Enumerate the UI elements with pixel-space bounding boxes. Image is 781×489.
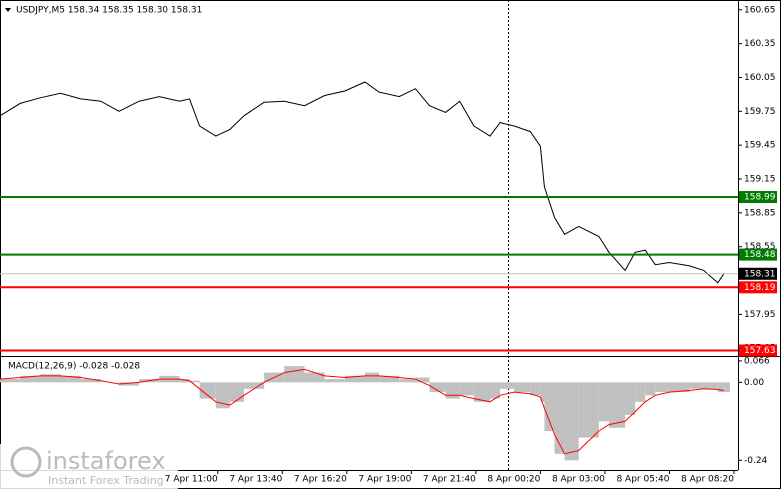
histogram-bar bbox=[379, 375, 400, 383]
histogram-bar bbox=[489, 382, 501, 399]
y-tick-label: 160.05 bbox=[744, 73, 776, 83]
histogram-bar bbox=[415, 377, 430, 383]
histogram-bar bbox=[118, 382, 140, 386]
y-tick-label: 158.85 bbox=[744, 208, 776, 218]
x-tick-label: 7 Apr 19:00 bbox=[358, 475, 411, 485]
histogram-bar bbox=[625, 382, 636, 415]
level-label-bg bbox=[739, 191, 777, 204]
histogram-bar bbox=[199, 382, 216, 399]
y-tick-label: 0.00 bbox=[744, 378, 764, 388]
histogram-bar bbox=[324, 379, 345, 383]
x-tick-label: 7 Apr 13:40 bbox=[229, 475, 282, 485]
histogram-bar bbox=[0, 379, 21, 383]
y-tick-label: -0.24 bbox=[744, 456, 768, 466]
level-label: 157.63 bbox=[744, 346, 776, 356]
y-tick-label: 160.35 bbox=[744, 39, 776, 49]
histogram-bar bbox=[364, 372, 380, 383]
last-price-bg bbox=[739, 267, 777, 280]
histogram-bar bbox=[429, 382, 446, 393]
signal-line bbox=[0, 368, 724, 455]
histogram-bar bbox=[703, 382, 718, 389]
level-label-bg bbox=[739, 344, 777, 357]
y-tick-label: 160.65 bbox=[744, 5, 776, 15]
histogram-bar bbox=[500, 382, 515, 389]
watermark-bg bbox=[0, 444, 178, 489]
x-tick-label: 8 Apr 00:20 bbox=[487, 475, 540, 485]
histogram-bar bbox=[669, 382, 690, 393]
histogram-bar bbox=[530, 382, 541, 396]
histogram-bar bbox=[344, 375, 365, 383]
histogram-bar bbox=[20, 375, 41, 383]
x-tick-label: 8 Apr 05:40 bbox=[616, 475, 669, 485]
level-label-bg bbox=[739, 281, 777, 294]
chart-title: USDJPY,M5 158.34 158.35 158.30 158.31 bbox=[16, 6, 202, 16]
y-tick-label: 159.15 bbox=[744, 175, 776, 185]
histogram-bar bbox=[445, 382, 460, 399]
last-price-label: 158.31 bbox=[744, 269, 776, 279]
x-tick-label: 7 Apr 21:40 bbox=[423, 475, 476, 485]
x-tick-label: 8 Apr 08:20 bbox=[681, 475, 734, 485]
histogram-bar bbox=[689, 382, 704, 389]
level-label-bg bbox=[739, 248, 777, 261]
histogram-bar bbox=[655, 382, 670, 393]
histogram-bar bbox=[608, 382, 626, 428]
price-line bbox=[0, 81, 725, 284]
histogram-bar bbox=[243, 382, 265, 389]
watermark-logo bbox=[10, 446, 42, 478]
y-tick-label: 158.55 bbox=[744, 242, 776, 252]
histogram-bar bbox=[514, 382, 531, 393]
watermark-tagline: Instant Forex Trading bbox=[48, 474, 164, 487]
histogram-bar bbox=[459, 382, 474, 396]
histogram-bar bbox=[473, 382, 490, 402]
histogram-bar bbox=[540, 382, 545, 402]
histogram-bar bbox=[635, 382, 646, 402]
histogram-bar bbox=[578, 382, 599, 438]
histogram-bar bbox=[215, 382, 230, 409]
y-tick-label: 157.95 bbox=[744, 310, 776, 320]
histogram-bar bbox=[179, 379, 190, 383]
menu-arrow bbox=[5, 8, 11, 12]
x-tick-label: 7 Apr 16:20 bbox=[294, 475, 347, 485]
histogram-bar bbox=[717, 382, 724, 393]
histogram-bar bbox=[554, 382, 565, 454]
y-tick-label: 159.45 bbox=[744, 141, 776, 151]
y-tick-label: 159.75 bbox=[744, 107, 776, 117]
histogram-bar bbox=[304, 372, 325, 383]
y-tick-label: 0.066 bbox=[744, 356, 770, 366]
histogram-bar bbox=[40, 374, 61, 383]
histogram-bar bbox=[284, 366, 305, 383]
histogram-bar bbox=[229, 382, 244, 402]
level-label: 158.48 bbox=[744, 250, 776, 260]
histogram-bar bbox=[564, 382, 579, 461]
x-tick-label: 7 Apr 11:00 bbox=[165, 475, 218, 485]
histogram-bar bbox=[60, 375, 81, 383]
histogram-bar bbox=[189, 380, 200, 383]
macd-title: MACD(12,26,9) -0.028 -0.028 bbox=[8, 362, 140, 372]
histogram-bar bbox=[544, 382, 555, 432]
histogram-bar bbox=[645, 382, 656, 396]
histogram-bar bbox=[723, 382, 730, 393]
level-label: 158.99 bbox=[744, 193, 776, 203]
histogram-bar bbox=[399, 379, 416, 383]
histogram-bar bbox=[598, 382, 609, 422]
level-label: 158.19 bbox=[744, 283, 776, 293]
watermark-brand: instaforex bbox=[46, 447, 166, 475]
histogram-bar bbox=[80, 379, 101, 383]
x-tick-label: 8 Apr 03:00 bbox=[552, 475, 605, 485]
watermark: instaforex Instant Forex Trading bbox=[0, 444, 178, 489]
